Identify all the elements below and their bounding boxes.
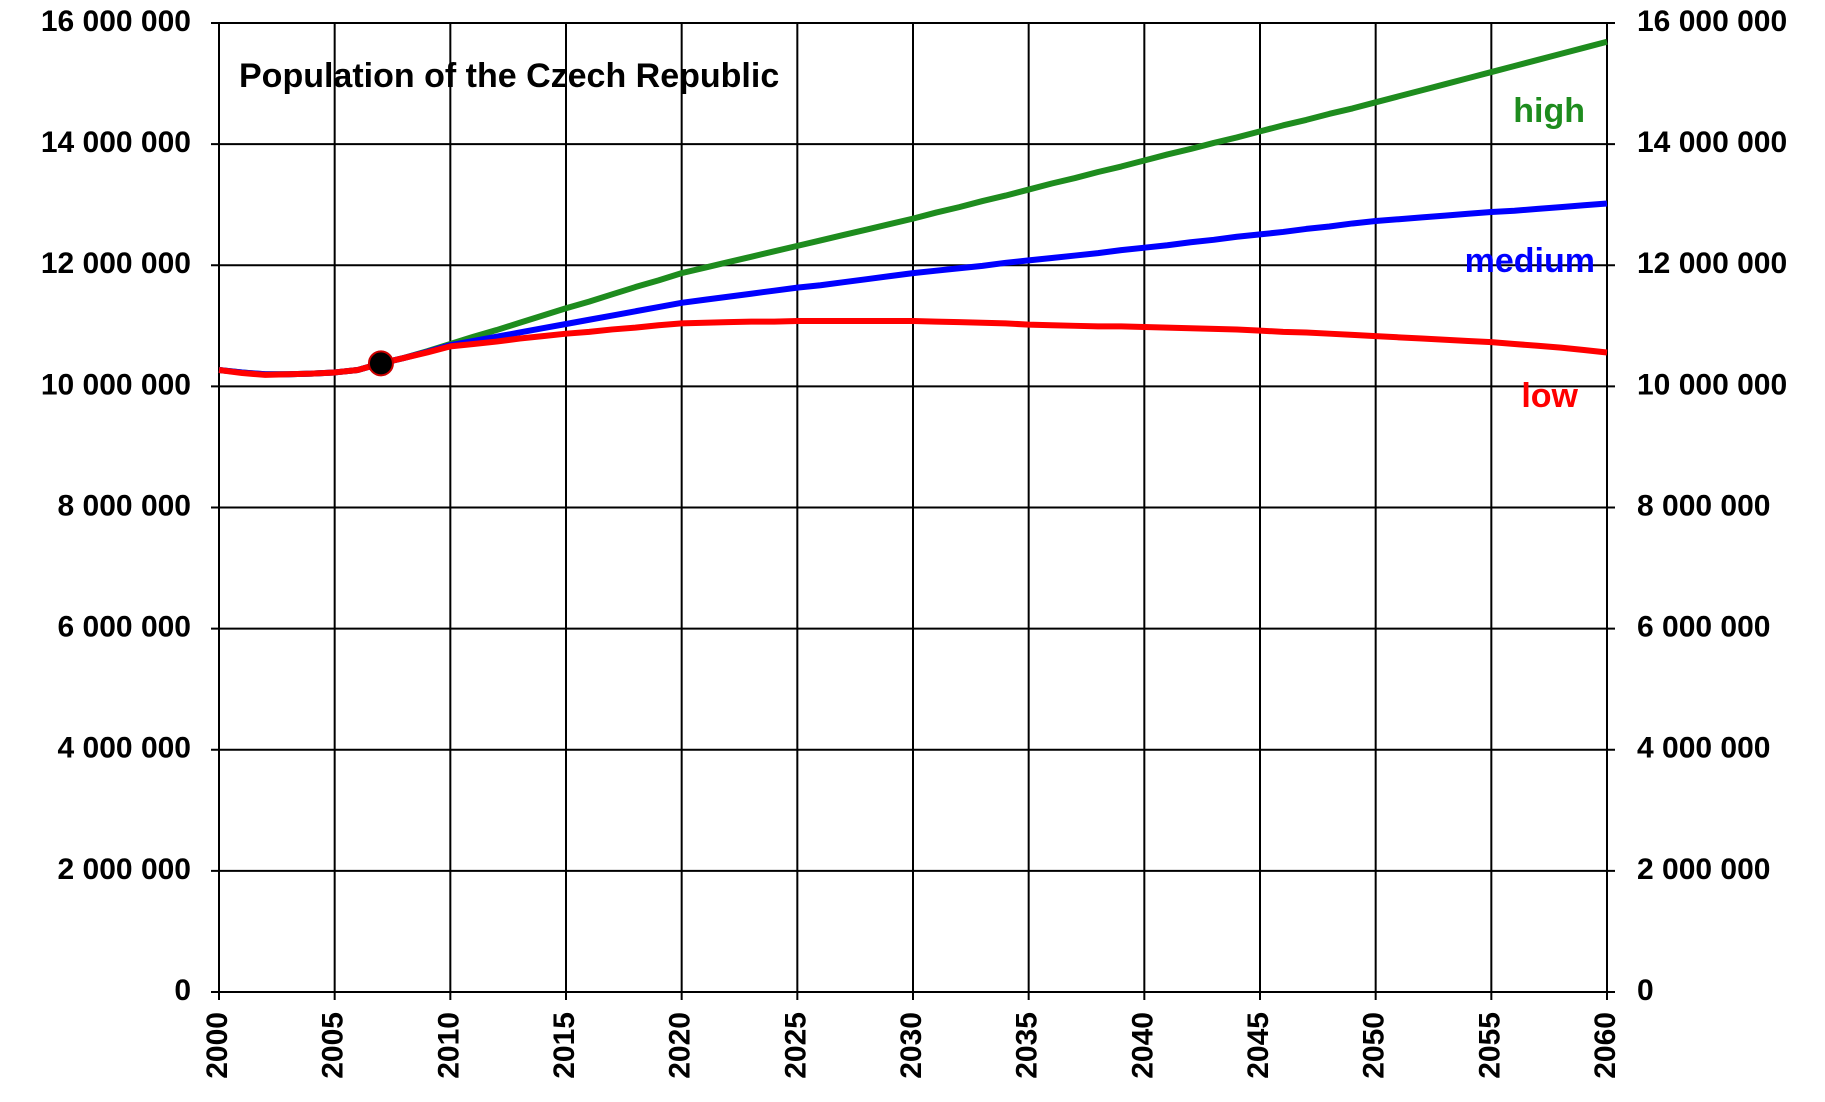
series-label: high xyxy=(1513,92,1585,130)
y-tick-label: 8 000 000 xyxy=(58,489,191,522)
x-tick-label: 2015 xyxy=(548,1012,581,1079)
chart-title: Population of the Czech Republic xyxy=(239,57,779,95)
y2-tick-label: 2 000 000 xyxy=(1637,853,1770,886)
y2-tick-label: 14 000 000 xyxy=(1637,126,1787,159)
x-tick-label: 2050 xyxy=(1358,1012,1391,1079)
y2-tick-label: 12 000 000 xyxy=(1637,247,1787,280)
x-tick-label: 2035 xyxy=(1011,1012,1044,1079)
x-tick-label: 2060 xyxy=(1589,1012,1622,1079)
series-line xyxy=(218,317,1608,378)
y-tick-label: 6 000 000 xyxy=(58,611,191,644)
y-tick-label: 14 000 000 xyxy=(41,126,191,159)
y-tick-label: 10 000 000 xyxy=(41,368,191,401)
x-tick-label: 2030 xyxy=(895,1012,928,1079)
x-tick-label: 2020 xyxy=(664,1012,697,1079)
highlight-point xyxy=(367,350,394,377)
x-tick-label: 2010 xyxy=(432,1012,465,1079)
x-tick-label: 2055 xyxy=(1473,1012,1506,1079)
series-label: medium xyxy=(1465,242,1595,280)
y-tick-label: 4 000 000 xyxy=(58,732,191,765)
y2-tick-label: 16 000 000 xyxy=(1637,5,1787,38)
x-tick-label: 2005 xyxy=(317,1012,350,1079)
x-tick-label: 2040 xyxy=(1126,1012,1159,1079)
y-tick-label: 2 000 000 xyxy=(58,853,191,886)
series-label: low xyxy=(1521,377,1578,415)
y-tick-label: 0 xyxy=(174,974,191,1007)
y-tick-label: 16 000 000 xyxy=(41,5,191,38)
y2-tick-label: 8 000 000 xyxy=(1637,489,1770,522)
x-tick-label: 2025 xyxy=(779,1012,812,1079)
y2-tick-label: 4 000 000 xyxy=(1637,732,1770,765)
x-tick-label: 2045 xyxy=(1242,1012,1275,1079)
y2-tick-label: 6 000 000 xyxy=(1637,611,1770,644)
y2-tick-label: 10 000 000 xyxy=(1637,368,1787,401)
y-tick-label: 12 000 000 xyxy=(41,247,191,280)
y2-tick-label: 0 xyxy=(1637,974,1654,1007)
x-tick-label: 2000 xyxy=(201,1012,234,1079)
